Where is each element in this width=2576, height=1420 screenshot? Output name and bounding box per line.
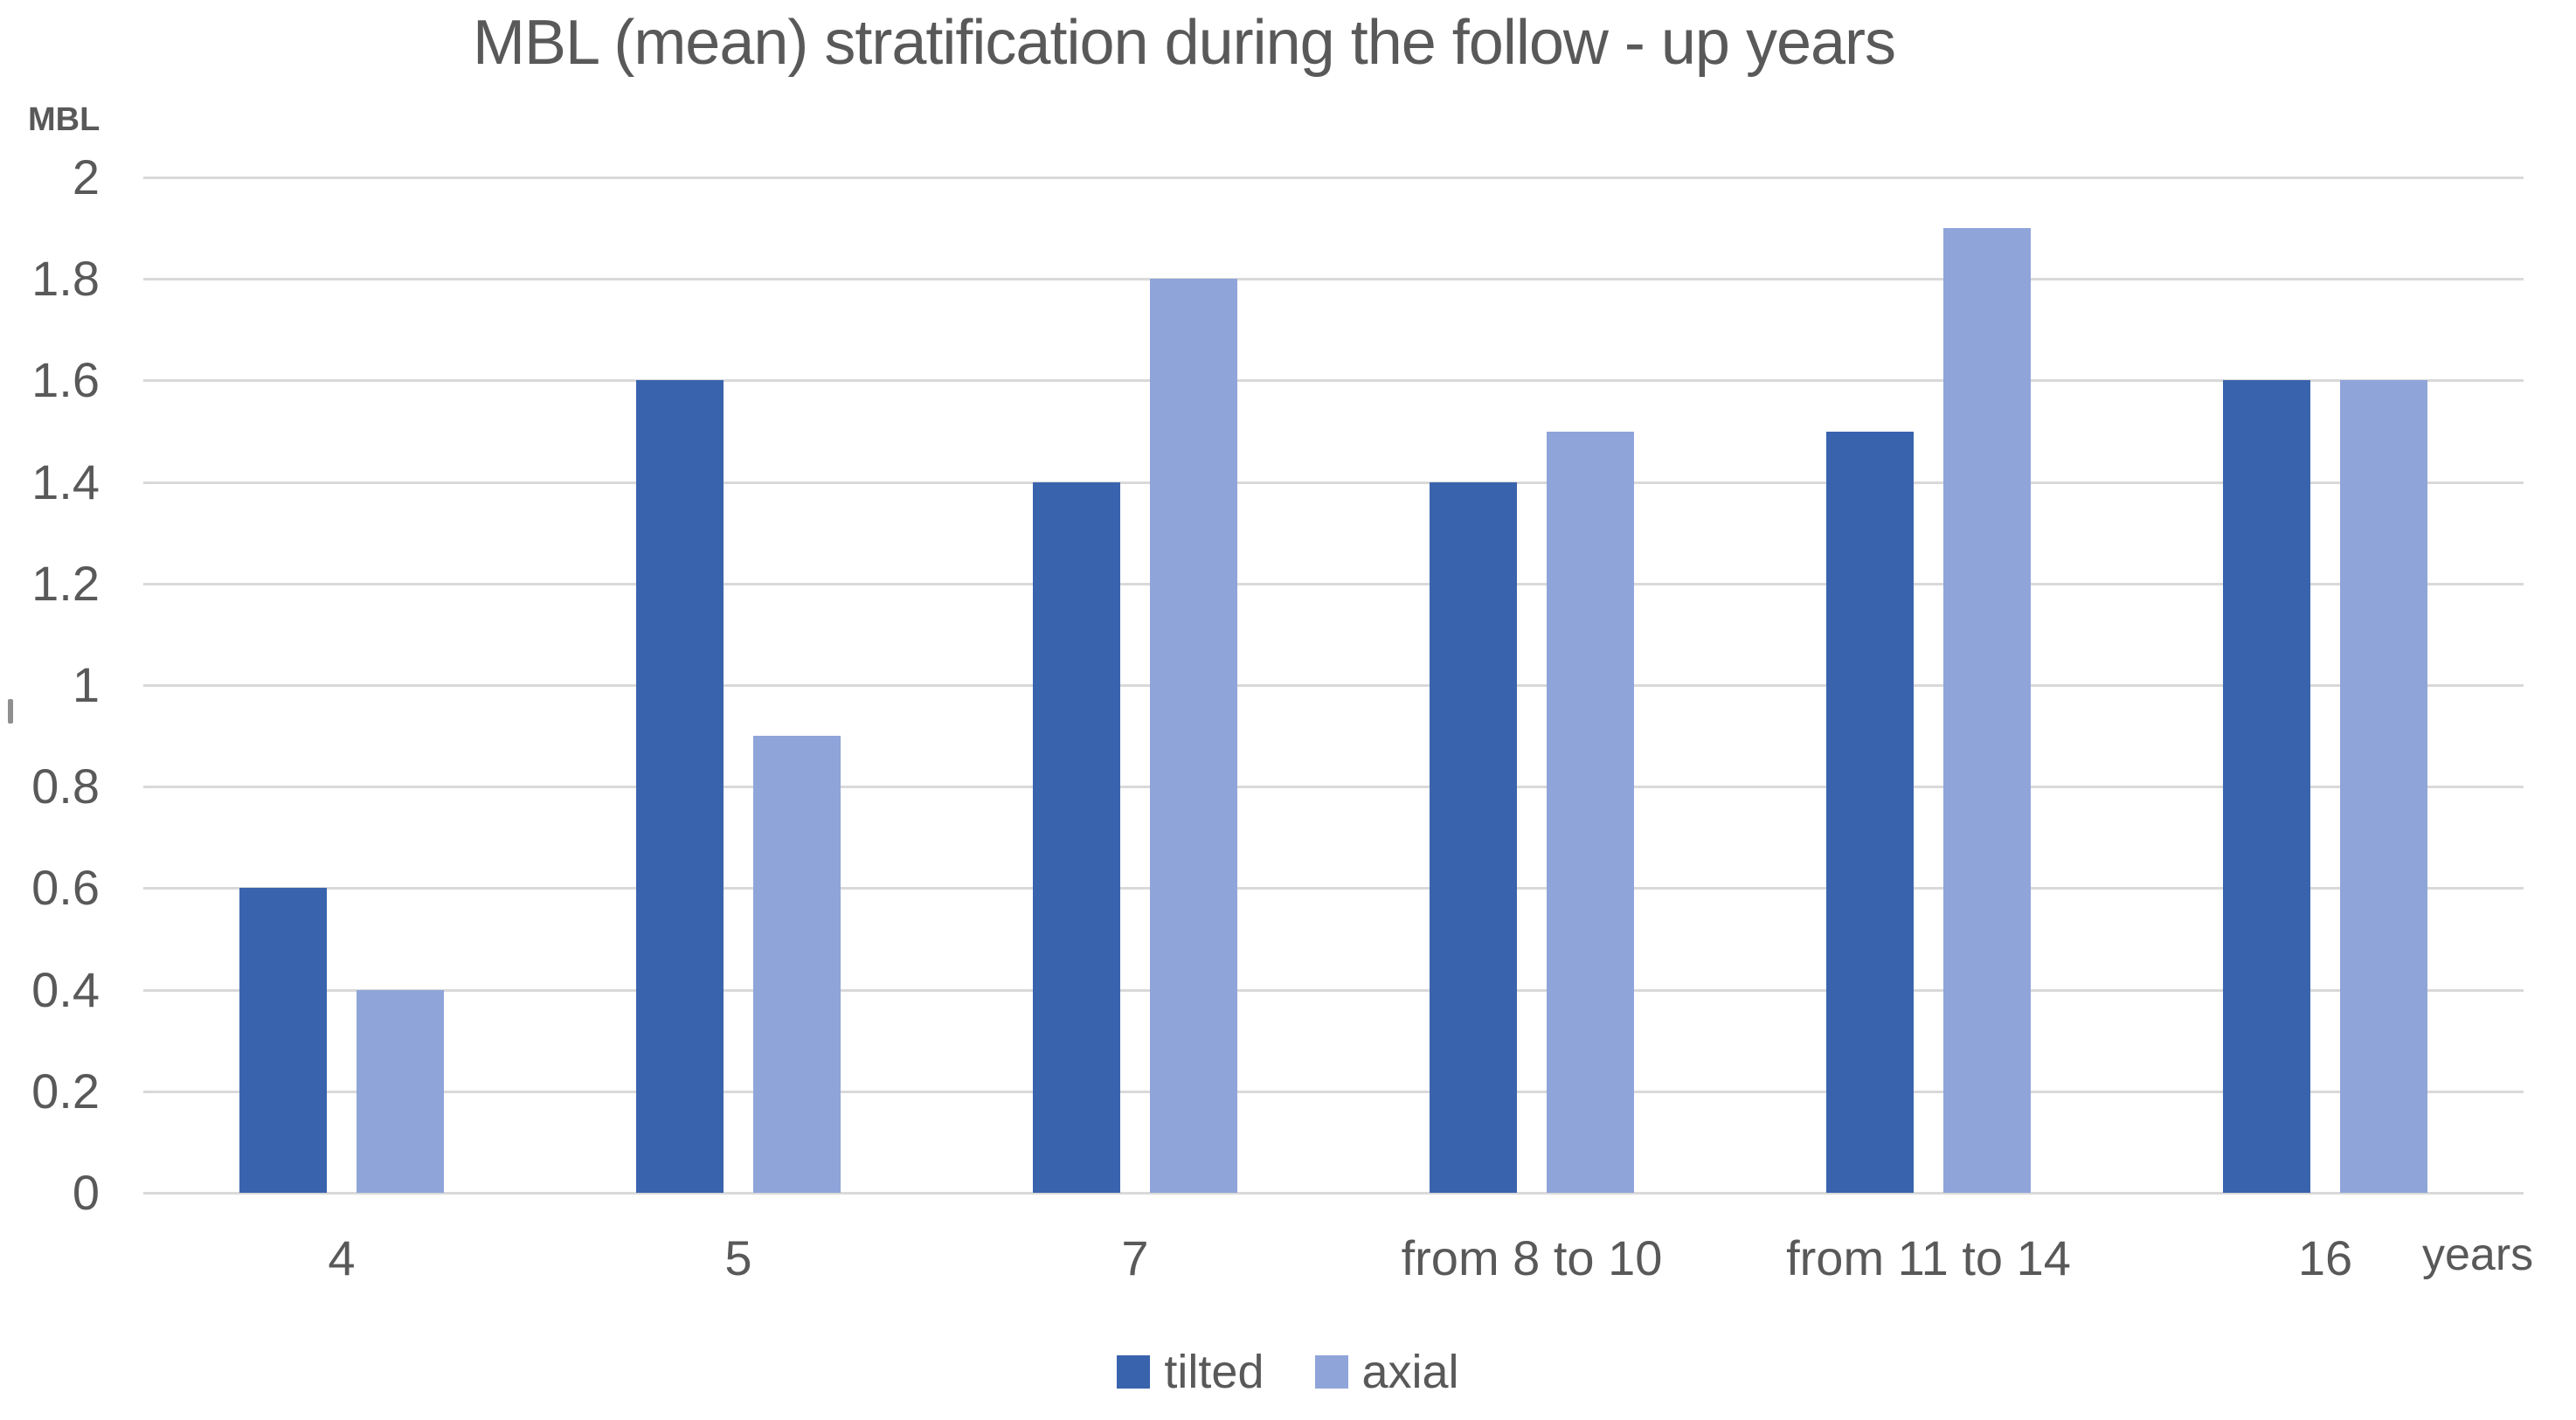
x-tick-label-16: 16 [2297, 1230, 2353, 1285]
y-axis-stray-tick-mark [8, 699, 13, 724]
bar-tilted-5 [636, 380, 724, 1193]
bar-axial-16 [2340, 380, 2427, 1193]
bar-tilted-4 [239, 888, 327, 1193]
gridline-y-0.8 [143, 786, 2524, 789]
x-tick-label-4: 4 [328, 1230, 356, 1285]
legend-swatch-axial [1314, 1355, 1348, 1389]
gridline-y-1.2 [143, 582, 2524, 585]
x-tick-label-from-8-to-10: from 8 to 10 [1401, 1230, 1663, 1285]
legend-item-axial: axial [1314, 1346, 1459, 1398]
bar-axial-4 [357, 989, 444, 1193]
gridline-y-1.8 [143, 278, 2524, 281]
y-tick-label-0.2: 0.2 [31, 1063, 100, 1119]
legend: tilted axial [0, 1347, 2576, 1396]
y-tick-label-0.4: 0.4 [31, 961, 100, 1017]
gridline-y-1 [143, 684, 2524, 687]
legend-label-tilted: tilted [1164, 1346, 1264, 1398]
bar-tilted-from-11-to-14 [1826, 431, 1914, 1193]
gridline-y-1.6 [143, 379, 2524, 383]
bar-tilted-16 [2223, 380, 2310, 1193]
x-tick-label-from-11-to-14: from 11 to 14 [1786, 1230, 2071, 1285]
x-tick-label-5: 5 [724, 1230, 752, 1285]
y-tick-label-0.6: 0.6 [31, 860, 100, 916]
x-tick-label-7: 7 [1121, 1230, 1149, 1285]
y-axis-label: MBL [28, 101, 100, 138]
y-tick-label-1.2: 1.2 [31, 555, 100, 611]
chart-title: MBL (mean) stratification during the fol… [472, 8, 1896, 78]
legend-item-tilted: tilted [1117, 1347, 1264, 1396]
gridline-y-0.4 [143, 988, 2524, 992]
bar-axial-from-11-to-14 [1943, 228, 2031, 1193]
bar-tilted-7 [1033, 481, 1120, 1193]
legend-swatch-tilted [1117, 1355, 1151, 1389]
y-tick-label-1.8: 1.8 [31, 251, 100, 307]
gridline-y-0.2 [143, 1090, 2524, 1093]
y-tick-label-0: 0 [72, 1165, 100, 1220]
y-tick-label-2: 2 [72, 149, 100, 204]
x-axis-unit-label: years [2422, 1230, 2534, 1280]
gridline-y-0.6 [143, 887, 2524, 890]
bar-axial-5 [753, 736, 841, 1193]
bar-tilted-from-8-to-10 [1430, 481, 1517, 1193]
gridline-y-1.4 [143, 481, 2524, 484]
gridline-y-0 [143, 1192, 2524, 1195]
bar-axial-7 [1150, 279, 1237, 1193]
y-tick-label-1.4: 1.4 [31, 454, 100, 509]
gridline-y-2 [143, 177, 2524, 179]
y-tick-label-1: 1 [72, 657, 100, 712]
bar-axial-from-8-to-10 [1547, 431, 1634, 1193]
y-tick-label-0.8: 0.8 [31, 758, 100, 814]
legend-label-axial: axial [1361, 1346, 1459, 1398]
y-tick-label-1.6: 1.6 [31, 352, 100, 408]
